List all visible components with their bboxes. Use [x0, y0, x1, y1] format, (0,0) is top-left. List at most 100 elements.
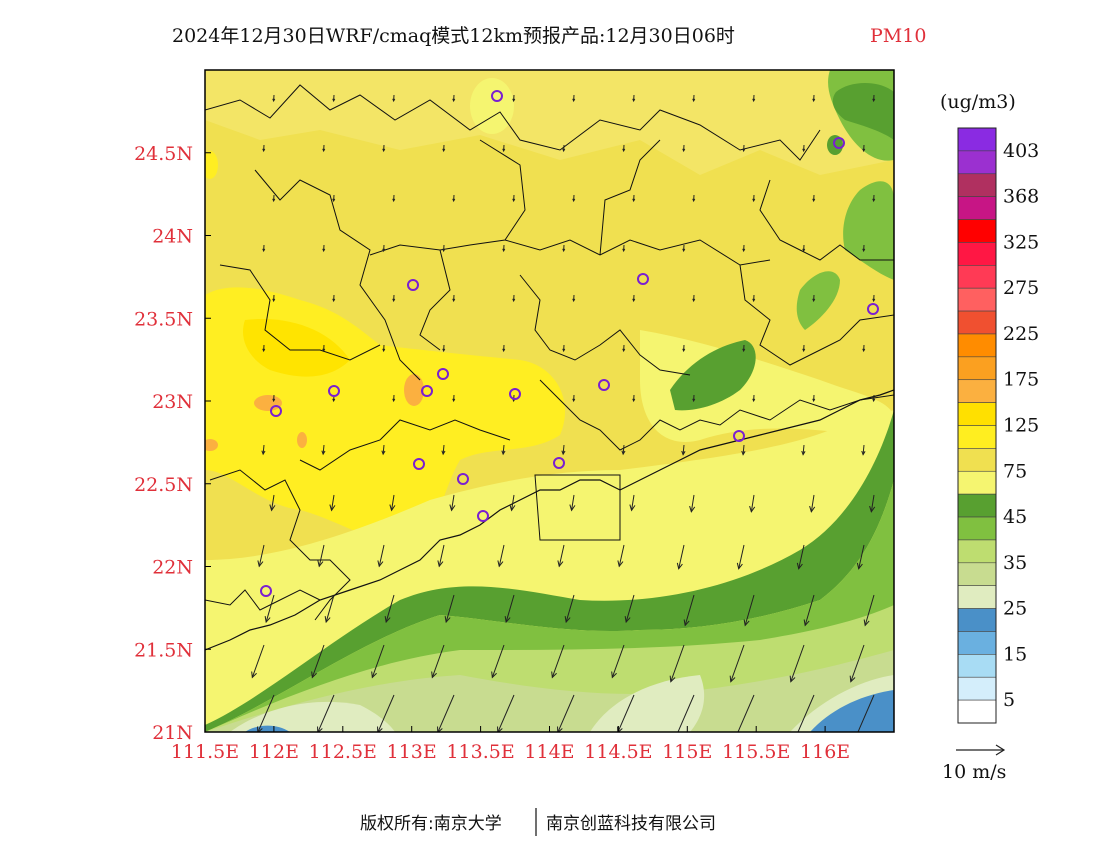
- wind-arrow: [863, 594, 875, 627]
- wind-arrow: [617, 694, 635, 732]
- wind-arrow: [502, 144, 506, 153]
- wind-arrow: [561, 444, 566, 456]
- wind-arrow: [504, 594, 515, 624]
- wind-arrow: [692, 394, 696, 403]
- wind-arrow: [872, 294, 876, 303]
- x-tick-label: 112.5E: [309, 741, 377, 763]
- wind-arrow: [262, 344, 266, 353]
- wind-arrow: [812, 394, 816, 403]
- wind-arrow: [452, 294, 456, 303]
- city-marker: [509, 388, 521, 400]
- x-tick-label: 113E: [387, 741, 437, 763]
- wind-arrow: [442, 344, 446, 353]
- colorbar-swatch: [957, 379, 997, 403]
- colorbar-swatch: [957, 173, 997, 197]
- wind-arrow: [862, 244, 866, 253]
- wind-arrow: [736, 544, 745, 570]
- wind-arrow: [572, 194, 576, 203]
- wind-arrow: [741, 444, 746, 456]
- wind-arrow: [669, 644, 685, 683]
- y-tick-label: 22.5N: [134, 474, 193, 496]
- city-marker: [457, 473, 469, 485]
- colorbar-label: 75: [1003, 460, 1027, 482]
- colorbar-label: 25: [1003, 598, 1027, 620]
- wind-arrow: [452, 94, 456, 103]
- wind-arrow: [629, 494, 636, 512]
- wind-arrow: [802, 244, 806, 253]
- wind-arrow: [392, 194, 396, 203]
- colorbar-swatch: [957, 608, 997, 632]
- colorbar-swatch: [957, 310, 997, 335]
- colorbar-swatch: [957, 585, 997, 609]
- wind-arrow: [752, 194, 756, 203]
- wind-arrow: [509, 494, 516, 512]
- colorbar-label: 45: [1003, 506, 1027, 528]
- wind-arrow: [622, 344, 626, 353]
- wind-arrow: [742, 144, 746, 153]
- wind-arrow: [257, 694, 275, 732]
- wind-arrow: [382, 344, 386, 353]
- wind-arrow: [869, 494, 876, 513]
- wind-arrow: [734, 694, 755, 732]
- legend-unit: (ug/m3): [940, 91, 1016, 113]
- colorbar: [957, 127, 997, 724]
- wind-arrow: [381, 444, 386, 456]
- wind-arrow: [442, 144, 446, 153]
- wind-arrow: [632, 294, 636, 303]
- wind-arrow: [742, 244, 746, 253]
- colorbar-swatch: [957, 287, 997, 312]
- wind-arrow: [262, 244, 266, 253]
- wind-arrow: [801, 444, 806, 456]
- colorbar-swatch: [957, 219, 997, 243]
- colorbar-swatch: [957, 127, 997, 152]
- wind-arrow: [557, 694, 575, 732]
- wind-arrow: [321, 444, 326, 456]
- wind-arrow: [611, 644, 625, 679]
- city-marker: [491, 90, 503, 102]
- wind-arrow: [512, 294, 516, 303]
- city-marker: [733, 430, 745, 442]
- wind-arrow: [689, 494, 696, 513]
- wind-arrow: [491, 644, 505, 679]
- wind-arrow: [317, 694, 335, 732]
- city-marker: [407, 279, 419, 291]
- city-marker: [328, 385, 340, 397]
- wind-arrow: [569, 494, 576, 512]
- wind-arrow: [743, 594, 755, 627]
- wind-arrow: [682, 144, 686, 153]
- colorbar-swatch: [957, 196, 997, 220]
- wind-arrow: [692, 294, 696, 303]
- colorbar-swatch: [957, 356, 997, 381]
- y-tick-label: 21N: [152, 722, 193, 744]
- wind-arrow: [674, 694, 695, 732]
- y-tick-label: 24N: [152, 226, 193, 248]
- wind-arrow: [872, 94, 876, 103]
- wind-arrow: [377, 694, 395, 732]
- wind-arrow: [264, 594, 275, 624]
- map-title: 2024年12月30日WRF/cmaq模式12km预报产品:12月30日06时: [172, 25, 735, 47]
- wind-arrow: [796, 544, 805, 570]
- colorbar-swatch: [957, 242, 997, 266]
- wind-arrow: [437, 544, 445, 568]
- x-tick-label: 113.5E: [446, 741, 514, 763]
- variable-name: PM10: [870, 25, 926, 47]
- wind-arrow: [269, 494, 276, 512]
- wind-arrow: [332, 94, 336, 103]
- city-marker: [637, 273, 649, 285]
- wind-arrow: [681, 444, 686, 456]
- wind-arrow: [377, 544, 385, 568]
- wind-arrow: [382, 144, 386, 153]
- colorbar-label: 225: [1003, 323, 1039, 345]
- x-tick-label: 115E: [662, 741, 712, 763]
- wind-arrow: [324, 594, 335, 624]
- wind-vectors: [251, 94, 876, 732]
- y-tick-label: 22N: [152, 557, 193, 579]
- wind-arrow: [692, 94, 696, 103]
- wind-arrow: [322, 144, 326, 153]
- wind-arrow: [729, 644, 745, 683]
- wind-scale-label: 10 m/s: [942, 761, 1006, 783]
- wind-arrow: [803, 594, 815, 627]
- wind-arrow: [444, 594, 455, 624]
- colorbar-label: 325: [1003, 231, 1039, 253]
- wind-arrow: [272, 294, 276, 303]
